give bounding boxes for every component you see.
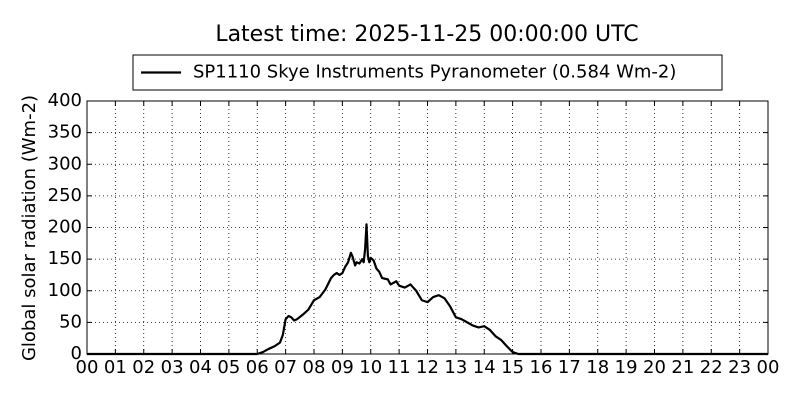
x-tick-label: 12 bbox=[416, 357, 439, 378]
x-tick-label: 15 bbox=[501, 357, 524, 378]
y-tick-label: 100 bbox=[48, 280, 82, 301]
chart-title: Latest time: 2025-11-25 00:00:00 UTC bbox=[215, 22, 638, 47]
x-tick-label: 13 bbox=[444, 357, 467, 378]
y-tick-label: 300 bbox=[48, 153, 82, 174]
y-axis-label: Global solar radiation (Wm-2) bbox=[19, 95, 40, 361]
x-tick-label: 03 bbox=[161, 357, 184, 378]
x-tick-label: 11 bbox=[388, 357, 411, 378]
x-tick-label: 16 bbox=[530, 357, 553, 378]
x-tick-label: 02 bbox=[132, 357, 155, 378]
y-tick-label: 0 bbox=[71, 343, 82, 364]
x-tick-label: 21 bbox=[671, 357, 694, 378]
y-tick-label: 250 bbox=[48, 185, 82, 206]
x-tick-label: 06 bbox=[246, 357, 269, 378]
x-tick-label: 18 bbox=[586, 357, 609, 378]
x-tick-label: 23 bbox=[728, 357, 751, 378]
x-tick-label: 10 bbox=[359, 357, 382, 378]
x-tick-label: 00 bbox=[757, 357, 780, 378]
x-tick-label: 19 bbox=[615, 357, 638, 378]
y-tick-label: 200 bbox=[48, 217, 82, 238]
x-tick-label: 17 bbox=[558, 357, 581, 378]
x-tick-label: 22 bbox=[700, 357, 723, 378]
x-tick-label: 00 bbox=[76, 357, 99, 378]
plot-frame bbox=[86, 100, 769, 355]
x-tick-label: 07 bbox=[274, 357, 297, 378]
y-tick-label: 150 bbox=[48, 248, 82, 269]
x-tick-label: 04 bbox=[189, 357, 212, 378]
legend-label: SP1110 Skye Instruments Pyranometer (0.5… bbox=[193, 62, 676, 83]
y-tick-label: 400 bbox=[48, 90, 82, 111]
x-tick-label: 08 bbox=[303, 357, 326, 378]
x-tick-label: 09 bbox=[331, 357, 354, 378]
legend-box bbox=[132, 54, 723, 91]
x-tick-label: 14 bbox=[473, 357, 496, 378]
y-tick-label: 350 bbox=[48, 122, 82, 143]
y-tick-label: 50 bbox=[59, 311, 82, 332]
data-line bbox=[87, 223, 768, 356]
x-tick-label: 05 bbox=[217, 357, 240, 378]
x-tick-label: 01 bbox=[104, 357, 127, 378]
x-tick-label: 20 bbox=[643, 357, 666, 378]
